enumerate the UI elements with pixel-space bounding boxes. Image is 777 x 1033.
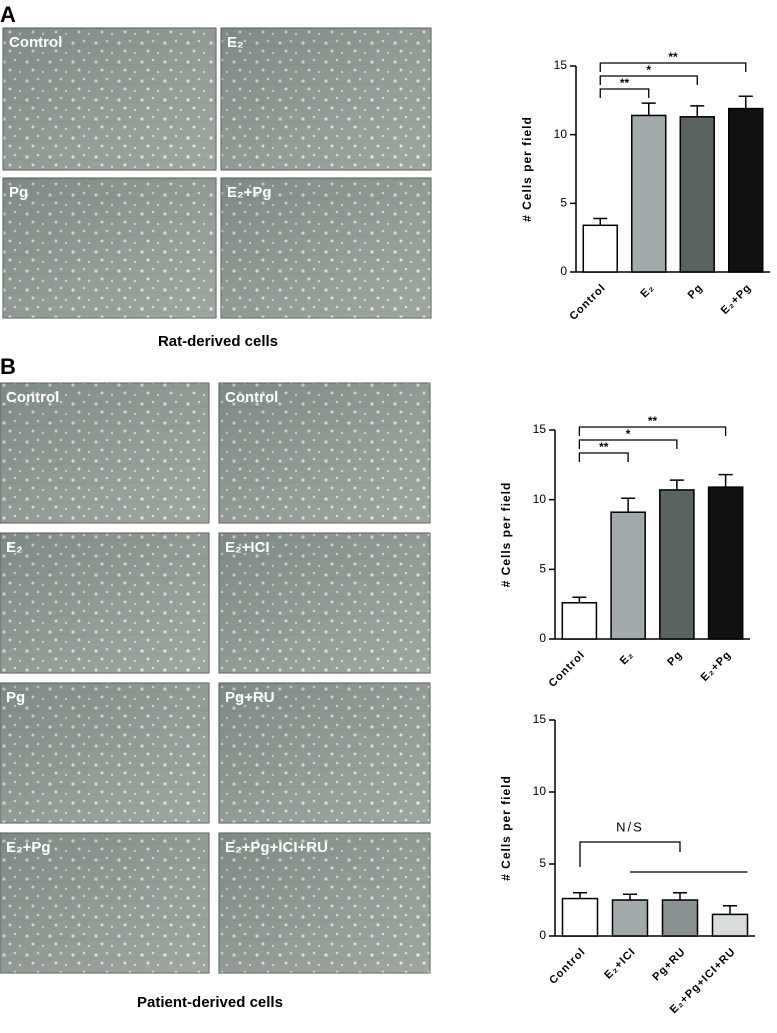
bar [561, 897, 599, 937]
y-axis-label: # Cells per field [499, 775, 513, 881]
micrograph-shade [3, 178, 216, 318]
panel-caption: Rat-derived cells [158, 333, 278, 350]
y-tick-label: 15 [533, 712, 547, 726]
micrograph-shade [221, 28, 431, 170]
image-label: Control [9, 34, 62, 51]
y-tick-label: 15 [554, 58, 568, 72]
error-bar [621, 497, 636, 513]
significance-bracket [599, 62, 747, 72]
significance-bracket [599, 88, 650, 98]
significance-label: ** [668, 50, 678, 64]
micrograph-shade [219, 833, 430, 973]
x-tick-label: Control [546, 649, 587, 690]
micrograph-shade [0, 683, 209, 823]
panel-caption: Patient-derived cells [137, 994, 283, 1011]
significance-bracket [579, 841, 681, 867]
x-tick-label: E₂+Pg [699, 649, 734, 684]
bar [659, 489, 695, 640]
bar [610, 511, 646, 640]
significance-label: N/S [616, 819, 644, 834]
image-label: Pg [6, 689, 25, 706]
image-label: Control [6, 389, 59, 406]
x-tick-label: E₂+ICI [602, 946, 638, 982]
x-tick-label: Control [567, 282, 608, 323]
image-label: Control [225, 389, 278, 406]
error-bar [641, 102, 656, 116]
y-tick-label: 0 [539, 928, 546, 942]
bar-chart: 0 5 10 15 # Cells per field Control E₂ Pg E₂+Pg *… [499, 414, 750, 690]
bar [661, 899, 699, 937]
error-bar [673, 892, 687, 900]
x-tick-label: Pg+RU [650, 946, 688, 984]
significance-bracket [599, 75, 698, 85]
error-bar [718, 473, 733, 488]
image-label: E₂ [227, 34, 244, 51]
image-label: Pg+RU [225, 689, 275, 706]
micrograph-shade [219, 683, 430, 823]
significance-bracket [578, 439, 678, 449]
significance-label: ** [648, 414, 658, 428]
y-tick-label: 15 [533, 422, 547, 436]
micrograph-shade [0, 383, 209, 523]
image-label: E₂+Pg [6, 839, 51, 856]
error-bar [572, 596, 587, 603]
x-tick-label: E₂ [638, 282, 657, 301]
image-label: Pg [9, 184, 28, 201]
error-bar [723, 905, 737, 915]
panel-label: A [0, 2, 16, 27]
bar-chart: 0 5 10 15 # Cells per field Control E₂+ICI Pg+R… [499, 712, 755, 1016]
image-label: E₂+Pg [227, 184, 272, 201]
panel-label: B [0, 354, 16, 379]
significance-label: * [626, 427, 631, 441]
micrograph-shade [0, 833, 209, 973]
y-tick-label: 0 [539, 631, 546, 645]
significance-bracket [578, 426, 727, 436]
error-bar [623, 893, 637, 900]
image-label: E₂+Pg+ICI+RU [225, 839, 328, 856]
bar [582, 224, 618, 273]
y-tick-label: 10 [533, 492, 547, 506]
bar [611, 899, 649, 937]
micrograph-shade [219, 383, 430, 523]
significance-bracket [578, 452, 629, 462]
significance-label: * [646, 63, 651, 77]
y-tick-label: 0 [560, 264, 567, 278]
bar [711, 913, 749, 937]
x-tick-label: Control [547, 946, 588, 987]
micrograph-shade [221, 178, 431, 318]
bar-chart: 0 5 10 15 # Cells per field Control E₂ Pg E₂+Pg *… [520, 50, 770, 323]
y-tick-label: 5 [539, 562, 546, 576]
y-tick-label: 10 [554, 127, 568, 141]
y-tick-label: 5 [560, 196, 567, 210]
error-bar [738, 95, 753, 109]
bar [707, 486, 744, 640]
y-axis-label: # Cells per field [520, 116, 534, 222]
y-tick-label: 10 [533, 784, 547, 798]
error-bar [573, 892, 587, 899]
x-tick-label: Pg [665, 649, 685, 669]
error-bar [669, 479, 684, 490]
bar [631, 114, 667, 273]
micrograph-shade [3, 28, 216, 170]
x-tick-label: E₂+Pg [719, 282, 754, 317]
micrograph-shade [219, 533, 430, 673]
micrograph-shade [0, 533, 209, 673]
bar [679, 116, 715, 273]
bar [728, 107, 764, 273]
error-bar [593, 217, 608, 226]
image-label: E₂+ICI [225, 539, 270, 556]
significance-label: ** [599, 440, 609, 454]
significance-label: ** [620, 76, 630, 90]
x-tick-label: Pg [686, 282, 706, 302]
image-label: E₂ [6, 539, 23, 556]
x-tick-label: E₂ [618, 649, 637, 668]
bar [561, 602, 598, 640]
y-tick-label: 5 [539, 856, 546, 870]
error-bar [690, 105, 705, 117]
y-axis-label: # Cells per field [499, 482, 513, 588]
